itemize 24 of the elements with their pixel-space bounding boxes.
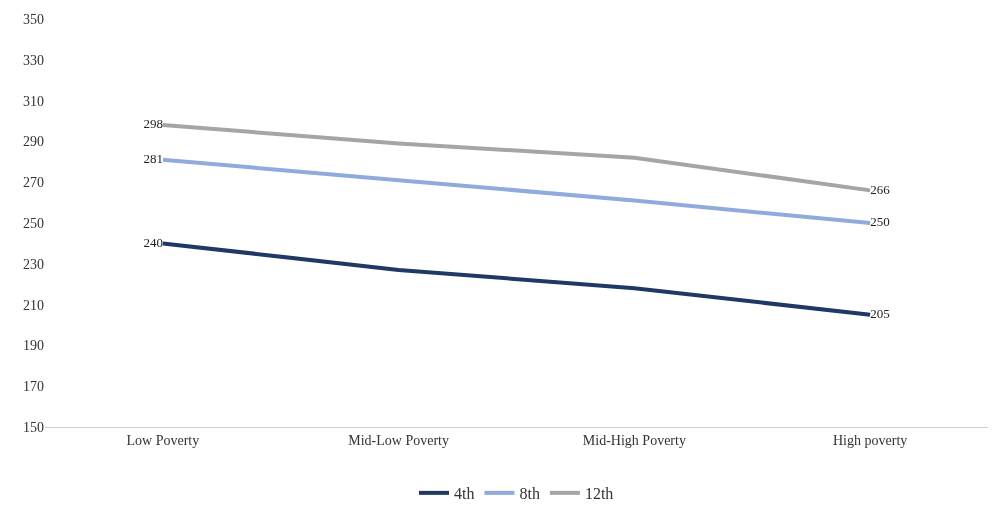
data-label: 266 [870,181,891,197]
y-tick-label: 170 [23,379,44,395]
legend-label: 12th [584,485,614,503]
y-tick-label: 190 [23,338,44,354]
data-label: 240 [143,234,163,250]
data-label: 298 [143,116,163,132]
y-tick-label: 230 [23,256,44,272]
y-tick-label: 250 [23,215,44,231]
x-tick-label: High poverty [833,432,908,448]
y-tick-label: 350 [23,11,44,27]
y-tick-label: 150 [23,419,44,435]
y-tick-label: 210 [23,297,44,313]
x-tick-label: Low Poverty [126,432,200,448]
y-tick-label: 310 [23,93,44,109]
data-label: 205 [870,306,890,322]
x-tick-label: Mid-High Poverty [582,432,686,448]
data-label: 281 [143,151,163,167]
data-label: 250 [870,214,890,230]
y-tick-label: 270 [23,175,44,191]
legend-label: 4th [454,485,475,503]
y-tick-label: 330 [23,52,44,68]
y-tick-label: 290 [23,134,44,150]
legend-label: 8th [519,485,540,503]
x-tick-label: Mid-Low Poverty [348,432,449,448]
